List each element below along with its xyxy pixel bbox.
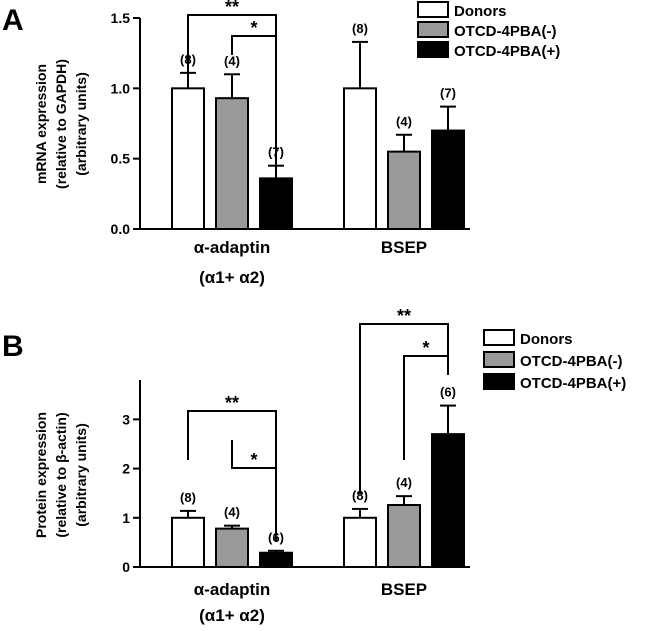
bar [171, 87, 205, 231]
bar [387, 503, 421, 569]
n-label: (8) [352, 488, 368, 503]
y-tick-label: 1.0 [111, 80, 131, 96]
y-tick-label: 2 [122, 461, 130, 477]
panel-letter: B [2, 330, 24, 363]
y-tick-label: 0 [122, 559, 130, 575]
significance-bracket [403, 355, 449, 460]
bar [259, 177, 293, 230]
bar [343, 516, 377, 569]
n-label: (8) [180, 490, 196, 505]
y-tick-label: 1.5 [111, 10, 131, 26]
category-label: α-adaptin [194, 238, 271, 257]
bar [387, 150, 421, 230]
legend-swatch [417, 1, 449, 18]
n-label: (4) [396, 475, 412, 490]
legend-label: OTCD-4PBA(+) [454, 43, 560, 60]
y-axis-label: (relative to β-actin) [53, 412, 69, 537]
n-label: (6) [440, 385, 456, 400]
bar [259, 551, 293, 568]
bar [171, 516, 205, 569]
significance-bracket [359, 323, 449, 494]
y-axis-label: (arbitrary units) [73, 423, 89, 526]
y-tick-label: 0.0 [111, 221, 131, 237]
significance-label: ** [397, 306, 411, 326]
legend-swatch [483, 373, 515, 390]
legend-swatch [483, 329, 515, 346]
legend-swatch [483, 351, 515, 368]
legend-label: OTCD-4PBA(-) [520, 353, 623, 370]
legend-label: Donors [454, 3, 507, 20]
category-label: (α1+ α2) [199, 268, 265, 287]
legend-swatch [417, 21, 449, 38]
n-label: (4) [224, 505, 240, 520]
category-label: BSEP [381, 580, 427, 599]
legend-label: OTCD-4PBA(-) [454, 23, 557, 40]
category-label: BSEP [381, 238, 427, 257]
legend-label: Donors [520, 331, 573, 348]
significance-label: * [250, 450, 257, 470]
significance-label: * [422, 338, 429, 358]
category-label: (α1+ α2) [199, 606, 265, 625]
legend-swatch [417, 41, 449, 58]
y-tick-label: 1 [122, 510, 130, 526]
n-label: (4) [396, 114, 412, 129]
y-axis-label: (relative to GAPDH) [53, 59, 69, 189]
significance-bracket [231, 440, 277, 542]
y-axis-label: mRNA expression [33, 64, 49, 184]
significance-label: ** [225, 393, 239, 413]
n-label: (4) [224, 53, 240, 68]
y-axis-label: (arbitrary units) [73, 72, 89, 175]
significance-label: ** [225, 0, 239, 17]
bar [343, 87, 377, 231]
bar [431, 129, 465, 231]
n-label: (7) [440, 86, 456, 101]
y-axis-label: Protein expression [33, 412, 49, 538]
panel-b-chart: B 0 1 2 3 Protein expression (relative to β-ac… [2, 306, 626, 625]
significance-label: * [250, 18, 257, 38]
category-label: α-adaptin [194, 580, 271, 599]
y-tick-label: 0.5 [111, 151, 131, 167]
bar [431, 433, 465, 569]
bar [215, 527, 249, 568]
significance-bracket [231, 35, 277, 172]
bar [215, 97, 249, 231]
legend-label: OTCD-4PBA(+) [520, 375, 626, 392]
y-tick-label: 3 [122, 411, 130, 427]
n-label: (8) [352, 21, 368, 36]
panel-letter: A [2, 4, 24, 37]
panel-a-chart: A 0.0 0.5 1.0 1.5 mRNA expression (relative to… [2, 0, 560, 287]
